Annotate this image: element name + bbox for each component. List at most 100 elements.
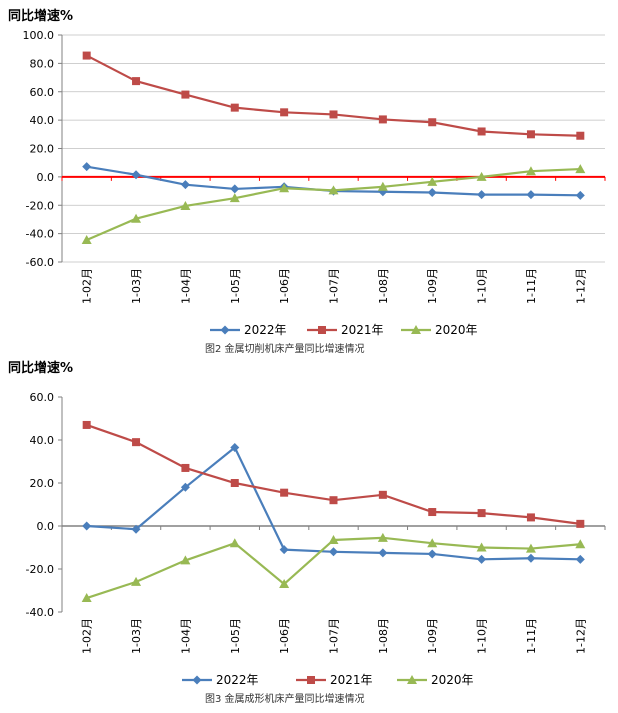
chart2-data-point: [82, 521, 92, 531]
chart1-data-point: [328, 185, 339, 195]
chart2-data-point: [229, 538, 240, 548]
legend-label: 2021年: [341, 323, 384, 337]
chart1-x-tick-label: 1-07月: [328, 268, 341, 304]
chart2-data-point: [329, 547, 338, 557]
chart2-y-axis-label: 同比增速%: [8, 360, 73, 376]
chart2-data-point: [428, 508, 437, 517]
chart2-data-point: [82, 420, 91, 429]
forming-machine-chart: 同比增速% 图3 金属成形机床产量同比增速情况 60.0 40.0 20.0 0.0 -…: [8, 360, 606, 705]
chart1-x-tick-label: 1-10月: [476, 268, 489, 304]
chart1-data-point: [329, 110, 338, 119]
chart2-y-tick-label: 40.0: [30, 434, 55, 447]
chart1-series-line: [86, 54, 581, 137]
legend-label: 2022年: [244, 323, 287, 337]
chart2-legend-item: 2020年: [397, 673, 474, 687]
chart2-x-tick-label: 1-06月: [278, 618, 291, 654]
chart2-x-tick-label: 1-04月: [179, 618, 192, 654]
chart1-x-tick-label: 1-12月: [574, 268, 587, 304]
chart1-y-tick-label: 0.0: [37, 171, 55, 184]
chart2-x-tick-label: 1-02月: [81, 618, 94, 654]
chart2-data-point: [279, 579, 290, 589]
chart1-y-tick-label: 80.0: [30, 57, 55, 70]
chart1-x-tick-label: 1-11月: [525, 268, 538, 304]
chart2-x-tick-label: 1-09月: [426, 618, 439, 654]
chart2-data-point: [575, 539, 586, 549]
chart1-data-point: [180, 200, 191, 210]
chart2-data-point: [328, 534, 339, 544]
chart1-data-point: [476, 171, 487, 181]
chart2-data-point: [477, 509, 486, 518]
chart1-data-point: [477, 190, 487, 200]
chart1-data-point: [81, 235, 92, 245]
chart2-series-line: [86, 536, 581, 600]
chart1-data-point: [428, 118, 437, 127]
chart1-data-point: [377, 181, 388, 191]
chart2-data-point: [427, 549, 437, 559]
chart1-data-point: [280, 108, 289, 117]
chart1-data-point: [427, 176, 438, 186]
chart2-x-tick-label: 1-03月: [130, 618, 143, 654]
chart1-data-point: [477, 127, 486, 136]
chart2-data-point: [378, 490, 387, 499]
chart1-data-point: [378, 115, 387, 124]
chart1-x-tick-label: 1-04月: [179, 268, 192, 304]
chart1-legend-item: 2021年: [307, 323, 384, 337]
chart1-y-tick-label: -20.0: [26, 199, 54, 212]
chart1-data-point: [132, 77, 141, 86]
chart1-y-axis-label: 同比增速%: [8, 8, 73, 24]
chart2-data-point: [181, 463, 190, 472]
chart2-data-point: [132, 438, 141, 447]
chart2-x-tick-label: 1-08月: [377, 618, 390, 654]
chart2-legend-item: 2022年: [182, 673, 259, 687]
chart2-data-point: [230, 443, 240, 453]
chart2-data-point: [329, 496, 338, 505]
chart2-data-point: [526, 513, 535, 522]
chart2-data-point: [377, 532, 388, 542]
chart1-data-point: [526, 190, 536, 200]
chart1-data-point: [230, 184, 240, 194]
legend-label: 2022年: [216, 673, 259, 687]
legend-swatch-marker: [411, 325, 421, 334]
chart1-data-point: [526, 130, 535, 139]
chart1-data-point: [82, 162, 92, 172]
chart1-data-point: [180, 180, 190, 190]
chart1-legend-item: 2022年: [210, 323, 287, 337]
chart1-y-tick-label: 20.0: [30, 143, 55, 156]
chart1-x-tick-label: 1-06月: [278, 268, 291, 304]
chart2-y-tick-label: -40.0: [26, 606, 54, 619]
chart1-data-point: [576, 131, 585, 140]
chart1-x-tick-label: 1-03月: [130, 268, 143, 304]
chart2-legend-item: 2021年: [296, 673, 373, 687]
chart1-x-tick-label: 1-08月: [377, 268, 390, 304]
chart1-y-tick-label: 40.0: [30, 114, 55, 127]
chart1-series-2021年: [82, 51, 585, 140]
chart1-x-tick-label: 1-05月: [229, 268, 242, 304]
chart2-data-point: [279, 545, 289, 555]
cutting-machine-chart: 同比增速% 图2 金属切削机床产量同比增速情况 100.0 80.0 60.0 40.…: [8, 8, 606, 355]
legend-swatch-marker: [192, 675, 202, 685]
chart2-data-point: [576, 519, 585, 528]
legend-label: 2020年: [431, 673, 474, 687]
legend-swatch-marker: [318, 326, 326, 334]
chart1-y-tick-label: -40.0: [26, 228, 54, 241]
chart1-x-tick-label: 1-02月: [81, 268, 94, 304]
chart1-y-tick-label: -60.0: [26, 256, 54, 269]
chart2-data-point: [575, 554, 585, 564]
chart2-data-point: [180, 555, 191, 565]
chart1-y-tick-label: 100.0: [23, 29, 55, 42]
chart1-data-point: [525, 166, 536, 176]
chart1-data-point: [279, 183, 290, 193]
chart2-x-tick-label: 1-12月: [574, 618, 587, 654]
chart2-y-tick-label: 20.0: [30, 477, 55, 490]
chart2-data-point: [427, 538, 438, 548]
chart2-x-tick-label: 1-05月: [229, 618, 242, 654]
chart1-data-point: [181, 90, 190, 99]
chart1-caption: 图2 金属切削机床产量同比增速情况: [205, 342, 365, 355]
chart2-data-point: [230, 479, 239, 487]
chart1-data-point: [131, 170, 141, 180]
chart2-data-point: [477, 554, 487, 564]
chart2-y-tick-label: -20.0: [26, 563, 54, 576]
chart2-data-point: [525, 543, 536, 553]
chart1-series-2020年: [81, 164, 586, 245]
